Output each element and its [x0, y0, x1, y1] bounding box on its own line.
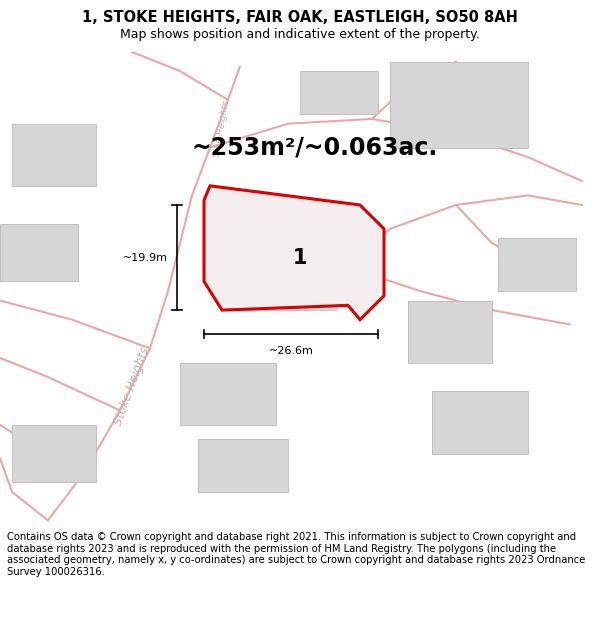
Polygon shape — [228, 248, 336, 310]
Polygon shape — [198, 439, 288, 492]
Polygon shape — [12, 124, 96, 186]
Polygon shape — [12, 425, 96, 483]
Text: ~253m²/~0.063ac.: ~253m²/~0.063ac. — [192, 136, 438, 159]
Polygon shape — [204, 186, 384, 319]
Polygon shape — [390, 61, 528, 148]
Polygon shape — [180, 362, 276, 425]
Polygon shape — [408, 301, 492, 362]
Polygon shape — [498, 238, 576, 291]
Polygon shape — [432, 391, 528, 454]
Text: ~19.9m: ~19.9m — [123, 253, 168, 262]
Text: 1: 1 — [293, 248, 307, 268]
Text: 1, STOKE HEIGHTS, FAIR OAK, EASTLEIGH, SO50 8AH: 1, STOKE HEIGHTS, FAIR OAK, EASTLEIGH, S… — [82, 11, 518, 26]
Polygon shape — [300, 71, 378, 114]
Text: Stoke Heights: Stoke Heights — [112, 346, 152, 428]
Text: Map shows position and indicative extent of the property.: Map shows position and indicative extent… — [120, 28, 480, 41]
Text: Contains OS data © Crown copyright and database right 2021. This information is : Contains OS data © Crown copyright and d… — [7, 532, 586, 577]
Polygon shape — [0, 224, 78, 281]
Text: Stke Heights: Stke Heights — [212, 99, 232, 158]
Text: ~26.6m: ~26.6m — [269, 346, 313, 356]
